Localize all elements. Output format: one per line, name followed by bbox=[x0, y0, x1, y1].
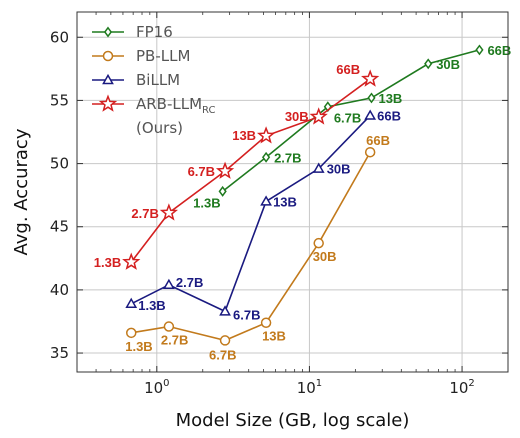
data-label: 30B bbox=[327, 162, 351, 177]
data-label: 66B bbox=[377, 109, 401, 124]
data-point bbox=[361, 69, 380, 87]
data-label: 1.3B bbox=[94, 255, 121, 270]
data-point bbox=[312, 162, 325, 173]
legend-label: PB-LLM bbox=[136, 47, 190, 65]
legend: FP16 PB-LLM BiLLM ARB-LLMRC (Ours) bbox=[92, 23, 215, 137]
data-point bbox=[218, 185, 227, 197]
data-label: 1.3B bbox=[193, 195, 220, 210]
data-point bbox=[367, 92, 376, 104]
legend-label: BiLLM bbox=[136, 71, 180, 89]
data-label: 13B bbox=[378, 91, 402, 106]
data-point bbox=[309, 107, 328, 125]
x-tick-label: 101 bbox=[297, 378, 322, 397]
series-fp16 bbox=[218, 44, 484, 197]
x-tick-label: 102 bbox=[449, 378, 474, 397]
data-label: 13B bbox=[262, 329, 286, 344]
y-tick-label: 50 bbox=[50, 155, 69, 173]
series-line bbox=[222, 49, 480, 192]
data-point bbox=[256, 126, 276, 144]
legend-note: (Ours) bbox=[136, 119, 183, 137]
data-label: 1.3B bbox=[138, 298, 165, 313]
data-label: 66B bbox=[336, 62, 360, 77]
y-axis-label: Avg. Accuracy bbox=[11, 128, 32, 255]
legend-marker bbox=[102, 50, 114, 62]
series-billm bbox=[125, 109, 377, 316]
x-tick-label: 100 bbox=[144, 378, 169, 397]
legend-marker bbox=[103, 26, 113, 38]
data-label: 66B bbox=[487, 43, 511, 58]
y-tick-label: 55 bbox=[50, 91, 69, 109]
data-point bbox=[424, 58, 433, 70]
data-label: 66B bbox=[366, 133, 390, 148]
data-point bbox=[313, 237, 324, 249]
legend-marker bbox=[102, 73, 114, 85]
data-label: 2.7B bbox=[274, 150, 301, 165]
data-label: 13B bbox=[273, 194, 297, 209]
grid bbox=[77, 12, 508, 372]
data-point bbox=[122, 252, 141, 270]
data-point bbox=[125, 297, 138, 308]
data-label: 6.7B bbox=[334, 111, 361, 126]
y-tick-label: 60 bbox=[50, 28, 69, 46]
data-point bbox=[364, 146, 376, 158]
data-label: 30B bbox=[313, 249, 337, 264]
series-pb-llm bbox=[125, 146, 376, 346]
legend-item: ARB-LLMRC (Ours) bbox=[92, 94, 215, 137]
plot-frame bbox=[76, 11, 509, 373]
plot-background bbox=[77, 12, 508, 372]
data-label: 30B bbox=[436, 57, 460, 72]
series-layer bbox=[122, 44, 484, 346]
y-tick-label: 45 bbox=[50, 218, 69, 236]
legend-label: FP16 bbox=[136, 23, 173, 41]
data-label: 13B bbox=[232, 128, 256, 143]
data-label: 2.7B bbox=[131, 206, 158, 221]
data-label: 30B bbox=[285, 109, 309, 124]
data-point bbox=[163, 321, 175, 332]
x-axis-label: Model Size (GB, log scale) bbox=[176, 410, 410, 431]
axes: 100 101 102 35 40 45 50 55 60 bbox=[50, 12, 508, 397]
data-point bbox=[260, 195, 272, 206]
data-label: 6.7B bbox=[233, 307, 260, 322]
data-point bbox=[364, 109, 377, 120]
data-label: 1.3B bbox=[125, 339, 152, 354]
data-label: 6.7B bbox=[188, 164, 215, 179]
series-arb-llm-rc bbox=[122, 69, 380, 270]
legend-marker bbox=[98, 94, 118, 112]
data-label: 6.7B bbox=[209, 347, 236, 362]
data-point bbox=[159, 203, 179, 221]
series-line bbox=[130, 78, 371, 263]
y-tick-label: 40 bbox=[50, 281, 69, 299]
data-point bbox=[475, 44, 484, 56]
data-point bbox=[261, 151, 271, 163]
legend-label: ARB-LLMRC bbox=[136, 95, 215, 116]
data-point bbox=[219, 305, 231, 316]
data-label: 2.7B bbox=[161, 333, 188, 348]
series-line bbox=[131, 151, 371, 342]
y-tick-label: 35 bbox=[50, 344, 69, 362]
data-label: 2.7B bbox=[176, 275, 203, 290]
data-point bbox=[215, 161, 235, 179]
legend-item: BiLLM bbox=[92, 71, 180, 89]
data-point bbox=[260, 317, 272, 328]
data-point bbox=[219, 335, 231, 346]
series-line bbox=[130, 115, 371, 313]
legend-item: PB-LLM bbox=[92, 47, 190, 65]
data-point bbox=[162, 278, 175, 290]
data-point bbox=[125, 327, 137, 339]
legend-item: FP16 bbox=[92, 23, 173, 41]
